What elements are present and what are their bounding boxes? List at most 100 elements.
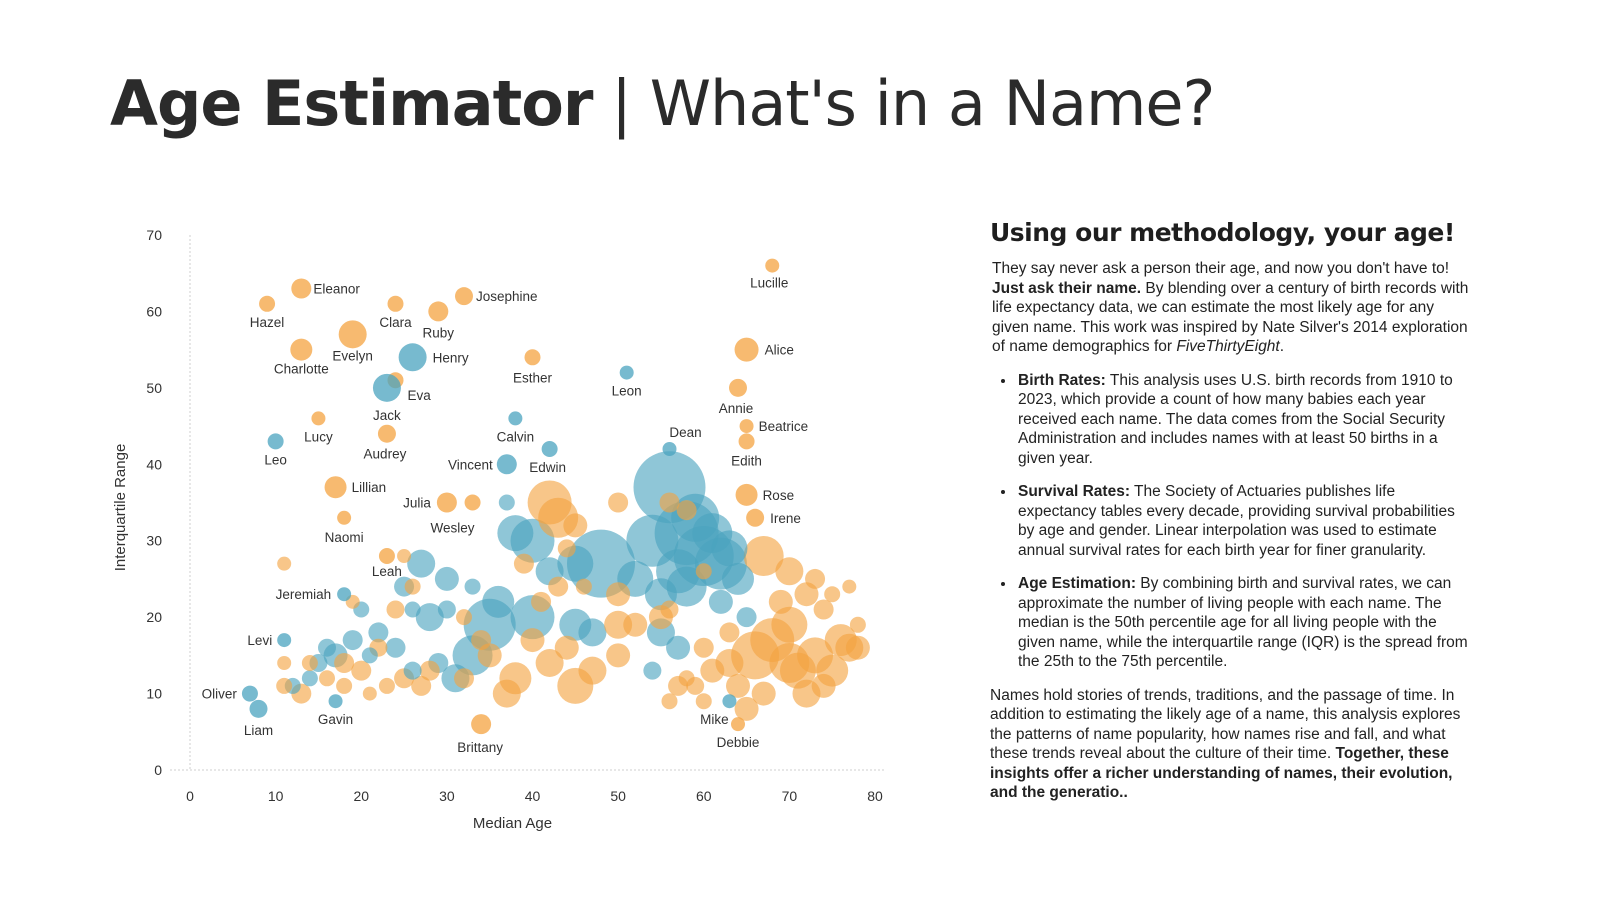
title-separator: |: [592, 67, 650, 140]
bubble: [411, 675, 432, 696]
name-label-mike: Mike: [700, 712, 729, 727]
bubble: [482, 585, 515, 618]
bubble: [454, 668, 474, 689]
bubble: [708, 589, 733, 614]
name-label-brittany: Brittany: [457, 740, 503, 755]
bubble: [404, 578, 421, 595]
name-label-evelyn: Evelyn: [332, 348, 373, 363]
bubble: [554, 635, 579, 660]
name-label-leah: Leah: [372, 564, 402, 579]
bubble: [824, 586, 841, 603]
name-label-irene: Irene: [770, 511, 801, 526]
name-label-dean: Dean: [669, 425, 701, 440]
bubble: [437, 600, 456, 619]
name-label-julia: Julia: [403, 496, 431, 511]
bubble: [736, 607, 757, 628]
y-tick-label: 50: [146, 380, 162, 396]
bubble-dean: [662, 442, 677, 456]
x-tick-label: 30: [439, 788, 455, 804]
name-label-lucille: Lucille: [750, 276, 788, 291]
bubble: [666, 635, 691, 660]
bubble-leon: [619, 365, 634, 380]
bubble: [734, 696, 759, 721]
bubble-henry: [398, 343, 427, 372]
name-label-ruby: Ruby: [423, 325, 455, 340]
bubble-oliver: [241, 685, 258, 702]
bubble: [623, 612, 648, 637]
intro-text-2: By blending over a century of birth reco…: [992, 279, 1469, 356]
page-title: Age Estimator | What's in a Name?: [110, 62, 1215, 146]
bubble-hazel: [259, 295, 276, 312]
bubble: [319, 670, 335, 687]
bubble: [768, 589, 793, 614]
bubble-chart: 0 10 20 30 40 50 60 70 80 0 10 20 30 40 50 60 70 Median A…: [105, 220, 915, 860]
bubble-josephine: [455, 287, 473, 306]
name-label-edwin: Edwin: [529, 460, 566, 475]
bullet-label: Birth Rates:: [1018, 371, 1106, 389]
bubble: [608, 492, 629, 513]
y-tick-label: 60: [146, 303, 162, 319]
bubble: [695, 563, 712, 580]
methodology-heading: Using our methodology, your age!: [990, 218, 1455, 247]
bubble: [676, 500, 697, 521]
bubble: [520, 628, 545, 653]
name-label-liam: Liam: [244, 723, 273, 738]
bubble: [492, 679, 521, 708]
bubble: [334, 653, 355, 673]
bubble: [557, 539, 576, 558]
bubble: [660, 600, 679, 619]
bubble: [397, 549, 412, 563]
bubble: [403, 661, 422, 680]
y-axis-title: Interquartile Range: [112, 444, 129, 572]
x-axis-title: Median Age: [473, 815, 552, 832]
bubble: [407, 549, 436, 578]
bullet-text: The Society of Actuaries publishes life …: [1018, 483, 1455, 559]
bubble-naomi: [337, 510, 352, 525]
closing-paragraph: Names hold stories of trends, traditions…: [990, 686, 1470, 803]
bullet-age-estimation: Age Estimation: By combining birth and s…: [1016, 574, 1470, 672]
bubble: [693, 637, 714, 658]
bubble: [434, 566, 459, 591]
y-tick-label: 0: [154, 762, 162, 778]
bubble: [842, 579, 857, 594]
x-tick-label: 0: [186, 788, 194, 804]
bubble: [661, 693, 678, 710]
closing-text: Names hold stories of trends, traditions…: [990, 686, 1461, 763]
bubble: [361, 647, 378, 664]
x-tick-label: 70: [782, 788, 798, 804]
y-tick-label: 40: [146, 456, 162, 472]
bubble: [351, 660, 372, 681]
bubble: [497, 515, 534, 552]
bubble-esther: [524, 349, 541, 366]
bubble: [368, 622, 389, 643]
methodology-panel: Using our methodology, your age! They sa…: [990, 218, 1470, 803]
bubble: [578, 656, 607, 685]
name-label-vincent: Vincent: [448, 457, 493, 472]
bubble: [336, 677, 353, 694]
name-label-charlotte: Charlotte: [274, 362, 329, 377]
name-label-naomi: Naomi: [325, 530, 364, 545]
x-tick-label: 80: [867, 788, 883, 804]
bubble-julia: [436, 492, 457, 513]
intro-bold: Just ask their name.: [992, 279, 1142, 297]
bubble: [726, 673, 750, 698]
bubble-jeremiah: [337, 587, 352, 602]
bubble-lucille: [765, 258, 780, 273]
x-tick-label: 40: [525, 788, 541, 804]
bubble: [743, 536, 784, 576]
bullet-survival-rates: Survival Rates: The Society of Actuaries…: [1016, 482, 1470, 560]
bubble: [419, 660, 440, 681]
x-tick-label: 50: [610, 788, 626, 804]
bubble-edwin: [541, 441, 558, 457]
x-tick-label: 20: [353, 788, 369, 804]
bubble-debbie: [731, 717, 745, 732]
name-label-edith: Edith: [731, 453, 762, 468]
bubble: [775, 557, 804, 586]
bullet-label: Survival Rates:: [1018, 483, 1130, 500]
bubble: [276, 677, 293, 694]
bubble-vincent: [496, 454, 517, 475]
name-label-rose: Rose: [763, 488, 795, 503]
name-label-jeremiah: Jeremiah: [276, 587, 332, 602]
bubble-leo: [267, 433, 284, 450]
bubble-ruby: [428, 301, 449, 322]
